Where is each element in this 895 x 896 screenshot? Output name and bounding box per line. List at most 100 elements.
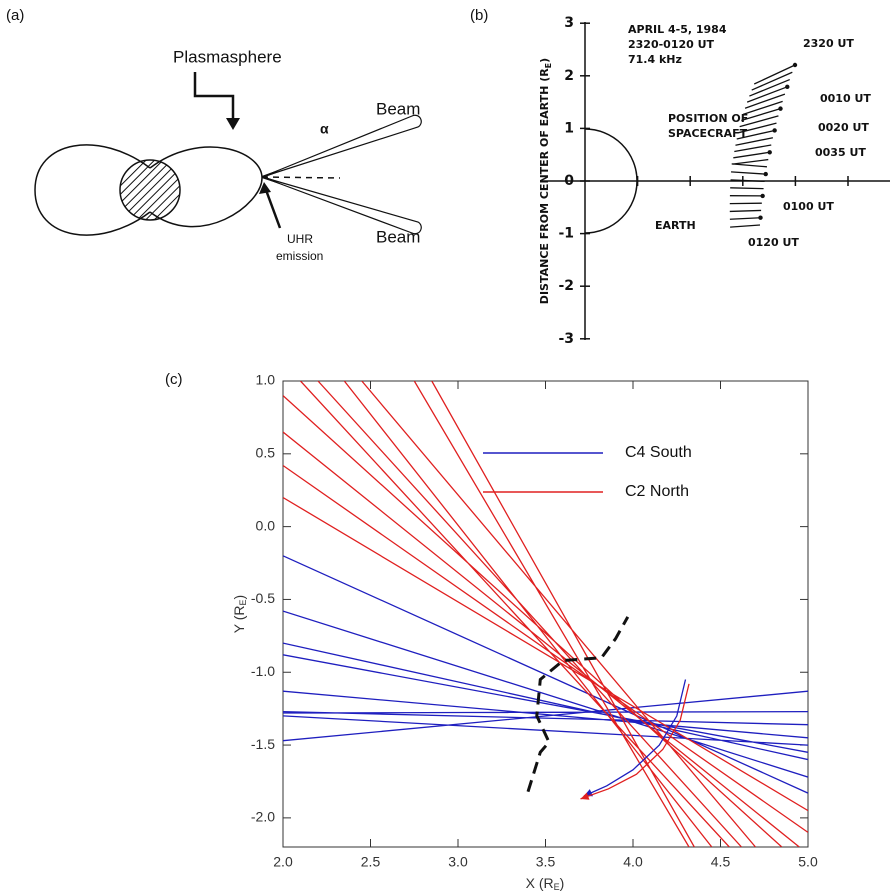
x-tick-label: 3.5 bbox=[536, 854, 556, 870]
beam-cone bbox=[261, 176, 422, 235]
ray-line bbox=[731, 171, 766, 175]
panel-a: (a) Plasmasphere Beam Beam α UHR emissio… bbox=[6, 7, 422, 263]
y-tick-label: -2 bbox=[558, 278, 574, 294]
y-tick-label: 0 bbox=[564, 173, 574, 189]
series-line bbox=[583, 679, 687, 797]
time-label: 2320 UT bbox=[803, 37, 854, 50]
earth-label: EARTH bbox=[655, 219, 696, 232]
y-axis-label: Y (RE) bbox=[231, 595, 249, 633]
plasmasphere-label: Plasmasphere bbox=[173, 47, 282, 66]
ray-line bbox=[746, 86, 788, 103]
arrow-head bbox=[226, 118, 240, 130]
y-tick-label: -0.5 bbox=[251, 590, 275, 606]
spacecraft-dot bbox=[763, 171, 768, 177]
y-tick-label: 1.0 bbox=[256, 372, 276, 388]
pointer-arrow bbox=[193, 72, 235, 122]
ray-line bbox=[730, 224, 761, 228]
time-label: 0035 UT bbox=[815, 146, 866, 159]
x-tick-label: 4.0 bbox=[623, 854, 643, 870]
beam-label: Beam bbox=[376, 227, 420, 246]
position-label: SPACECRAFT bbox=[668, 127, 748, 140]
y-tick-label: -1 bbox=[558, 226, 574, 242]
ray-line bbox=[735, 137, 774, 146]
x-tick-label: 2.0 bbox=[273, 854, 293, 870]
emission-arrow bbox=[264, 189, 282, 229]
legend-label: C4 South bbox=[625, 444, 692, 461]
panel-label: (a) bbox=[6, 7, 24, 24]
field-lobe bbox=[34, 144, 151, 236]
panel-label: (c) bbox=[165, 371, 183, 388]
beam-label: Beam bbox=[376, 99, 420, 118]
series-line bbox=[283, 555, 808, 794]
time-label: 0020 UT bbox=[818, 121, 869, 134]
header-line: APRIL 4-5, 1984 bbox=[628, 23, 727, 36]
ray-line bbox=[731, 163, 767, 168]
y-axis-label: DISTANCE FROM CENTER OF EARTH (RE) bbox=[538, 58, 553, 304]
spacecraft-dot bbox=[760, 193, 765, 199]
panel-c: (c) X (RE) Y (RE) 2.0 2.5 3.0 3.5 4.0 4.5 5.01… bbox=[165, 371, 818, 892]
time-label: 0010 UT bbox=[820, 92, 871, 105]
y-tick-label: -1.5 bbox=[251, 736, 275, 752]
ray-line bbox=[730, 187, 764, 190]
ray-line bbox=[744, 93, 786, 109]
angle-label: α bbox=[320, 121, 329, 137]
ray-line bbox=[751, 71, 793, 91]
arrow-head bbox=[580, 792, 590, 800]
label-part: ) bbox=[560, 875, 565, 891]
y-tick-label: -3 bbox=[558, 331, 574, 347]
ray-line bbox=[739, 115, 779, 128]
y-tick-label: 0.0 bbox=[256, 517, 276, 533]
x-tick-label: 3.0 bbox=[448, 854, 468, 870]
series-line bbox=[283, 381, 808, 847]
spacecraft-dot bbox=[785, 84, 790, 90]
y-tick-label: 0.5 bbox=[256, 445, 276, 461]
spacecraft-dot bbox=[758, 215, 763, 220]
spacecraft-dot bbox=[778, 106, 783, 111]
ray-line bbox=[730, 179, 765, 183]
earth bbox=[119, 159, 181, 221]
header-line: 2320-0120 UT bbox=[628, 38, 715, 51]
ray-line bbox=[733, 151, 770, 159]
y-tick-label: 1 bbox=[564, 120, 574, 136]
beam-cone bbox=[261, 114, 422, 178]
x-axis-label: X (RE) bbox=[526, 875, 565, 893]
ray-line bbox=[753, 64, 796, 85]
ray-line bbox=[729, 209, 762, 213]
series-line bbox=[526, 616, 630, 793]
axis-dashed bbox=[261, 176, 341, 179]
spacecraft-dot bbox=[792, 62, 798, 68]
spacecraft-dot bbox=[772, 128, 777, 133]
label-part: Y (R bbox=[231, 605, 247, 633]
position-label: POSITION OF bbox=[668, 112, 748, 125]
label-part: ) bbox=[231, 595, 247, 600]
legend-label: C2 North bbox=[625, 483, 689, 500]
header-line: 71.4 kHz bbox=[628, 53, 682, 66]
time-label: 0120 UT bbox=[748, 236, 799, 249]
emission-label: emission bbox=[276, 249, 323, 263]
time-label: 0100 UT bbox=[783, 200, 834, 213]
ray-line bbox=[736, 129, 775, 140]
ray-line bbox=[741, 108, 781, 122]
label-subscript: E bbox=[544, 63, 553, 68]
label-subscript: E bbox=[554, 882, 560, 892]
y-tick-label: 3 bbox=[564, 15, 574, 31]
y-tick-label: -2.0 bbox=[251, 809, 275, 825]
ray-line bbox=[749, 78, 790, 97]
label-part: DISTANCE FROM CENTER OF EARTH (R bbox=[538, 68, 551, 304]
series-line bbox=[580, 683, 690, 800]
label-part: ) bbox=[538, 58, 551, 63]
plot-area bbox=[283, 381, 808, 847]
ray-line bbox=[737, 122, 777, 134]
x-tick-label: 2.5 bbox=[361, 854, 381, 870]
x-tick-label: 4.5 bbox=[711, 854, 731, 870]
ray-line bbox=[734, 144, 772, 153]
ray-line bbox=[732, 158, 769, 165]
label-subscript: E bbox=[238, 599, 248, 605]
label-part: X (R bbox=[526, 875, 554, 891]
spacecraft-dot bbox=[767, 150, 772, 155]
y-tick-label: -1.0 bbox=[251, 663, 275, 679]
y-tick-label: 2 bbox=[564, 68, 574, 84]
panel-label: (b) bbox=[470, 7, 488, 24]
